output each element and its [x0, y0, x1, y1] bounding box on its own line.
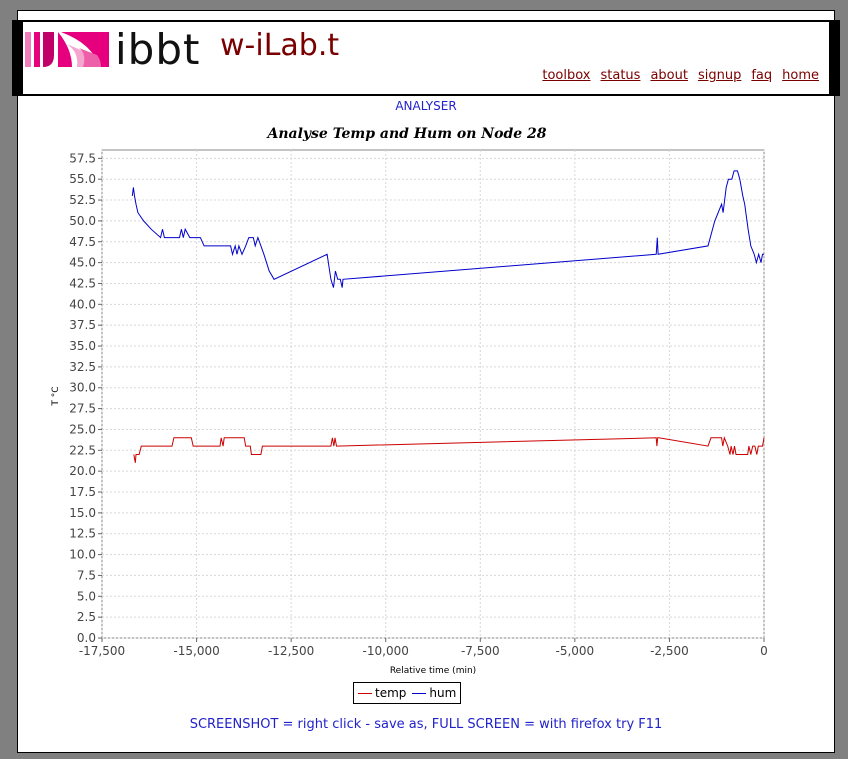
- x-tick-label: 0: [760, 644, 768, 658]
- series-line-hum: [131, 170, 764, 288]
- nav-link-about[interactable]: about: [650, 68, 688, 83]
- nav-link-faq[interactable]: faq: [751, 68, 773, 83]
- axes: 0.0 2.5 5.0 7.5 10.0 12.5 15.0 17.5 20.0 22.5 25.0…: [69, 151, 768, 658]
- x-tick-label: -5,000: [556, 644, 595, 658]
- legend-swatch-hum: [412, 692, 427, 694]
- y-tick-label: 37.5: [69, 318, 96, 332]
- y-tick-label: 47.5: [69, 235, 96, 249]
- x-tick-label: -7,500: [461, 644, 500, 658]
- chart-title: Analyse Temp and Hum on Node 28: [265, 126, 546, 142]
- y-tick-label: 27.5: [69, 402, 96, 416]
- y-axis-label: T °C: [51, 386, 61, 406]
- site-header-inner: ibbt w-iLab.t toolbox status about signu…: [23, 22, 829, 94]
- y-tick-label: 15.0: [69, 506, 96, 520]
- legend-label-temp: temp: [375, 686, 407, 700]
- x-axis-label: Relative time (min): [390, 666, 476, 676]
- site-header: ibbt w-iLab.t toolbox status about signu…: [12, 20, 840, 96]
- y-tick-label: 2.5: [77, 610, 96, 624]
- y-tick-label: 10.0: [69, 548, 96, 562]
- plot-area: [101, 149, 765, 639]
- y-tick-label: 17.5: [69, 485, 96, 499]
- legend-swatch-temp: [358, 692, 372, 694]
- y-tick-label: 22.5: [69, 443, 96, 457]
- series-line-temp: [133, 436, 765, 463]
- y-tick-label: 5.0: [77, 589, 96, 603]
- y-tick-label: 42.5: [69, 276, 96, 290]
- y-tick-label: 20.0: [69, 464, 96, 478]
- x-tick-label: -2,500: [650, 644, 689, 658]
- y-tick-label: 50.0: [69, 214, 96, 228]
- nav-link-signup[interactable]: signup: [697, 68, 742, 83]
- nav-link-toolbox[interactable]: toolbox: [542, 68, 591, 83]
- y-tick-label: 40.0: [69, 297, 96, 311]
- footer-note: SCREENSHOT = right click - save as, FULL…: [189, 717, 663, 732]
- series-layer: [131, 170, 765, 463]
- y-tick-label: 12.5: [69, 527, 96, 541]
- y-tick-label: 52.5: [69, 193, 96, 207]
- legend-item-temp: temp: [358, 686, 406, 700]
- page-label: ANALYSER: [395, 99, 457, 113]
- x-tick-label: -10,000: [363, 644, 409, 658]
- x-tick-label: -12,500: [268, 644, 314, 658]
- ibbt-logo-icon: [25, 32, 109, 67]
- chart: Analyse Temp and Hum on Node 28 0.0 2.5 5.…: [51, 126, 768, 676]
- logo-text: ibbt: [115, 25, 201, 74]
- y-tick-label: 7.5: [77, 568, 96, 582]
- y-tick-label: 30.0: [69, 381, 96, 395]
- nav-links: toolbox status about signup faq home: [542, 68, 819, 83]
- y-tick-label: 57.5: [69, 151, 96, 165]
- y-tick-label: 0.0: [77, 631, 96, 645]
- legend: temp hum: [353, 682, 462, 704]
- nav-link-home[interactable]: home: [782, 68, 819, 83]
- y-tick-label: 45.0: [69, 256, 96, 270]
- page-frame: ibbt w-iLab.t toolbox status about signu…: [12, 10, 840, 753]
- y-tick-label: 55.0: [69, 172, 96, 186]
- legend-label-hum: hum: [429, 686, 457, 700]
- y-tick-label: 35.0: [69, 339, 96, 353]
- x-tick-label: -17,500: [79, 644, 125, 658]
- legend-item-hum: hum: [412, 686, 456, 700]
- site-name: w-iLab.t: [220, 28, 340, 63]
- y-tick-label: 32.5: [69, 360, 96, 374]
- y-tick-label: 25.0: [69, 422, 96, 436]
- grid: [101, 150, 765, 639]
- x-tick-label: -15,000: [173, 644, 219, 658]
- nav-link-status[interactable]: status: [600, 68, 641, 83]
